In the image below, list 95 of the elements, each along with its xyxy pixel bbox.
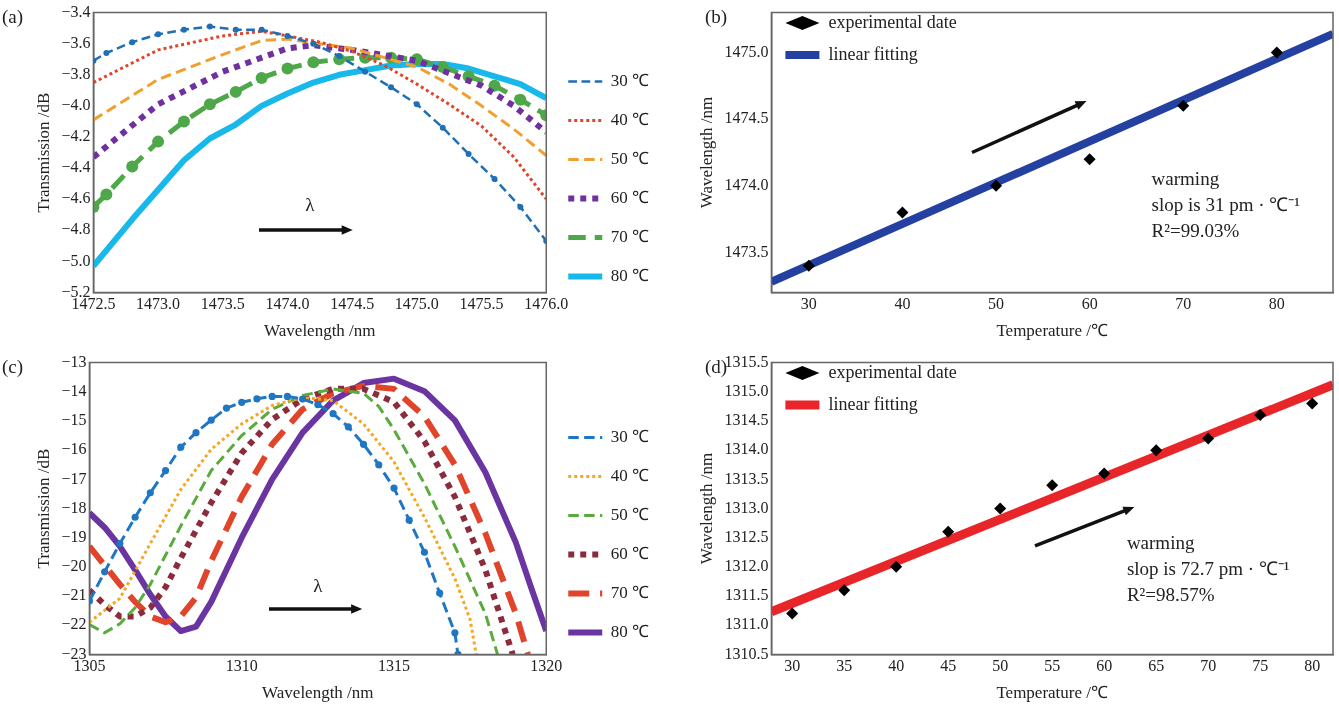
x-tick-label: 1473.0 — [136, 295, 181, 313]
y-tick-label: −3.8 — [61, 64, 91, 82]
y-tick-label: 1310.5 — [724, 644, 769, 662]
chart-title: (a) — [2, 6, 24, 28]
y-tick-label: −14 — [61, 381, 87, 399]
y-axis-title: Transmission /dB — [33, 448, 53, 569]
y-axis-title: Transmission /dB — [33, 92, 53, 213]
x-axis-title: Wavelength /nm — [264, 321, 376, 341]
legend-label: 40 ℃ — [610, 109, 649, 129]
x-axis-title: Temperature /℃ — [996, 683, 1109, 703]
legend-label: 50 ℃ — [610, 148, 649, 168]
x-tick-label: 40 — [894, 295, 911, 313]
legend-label: experimental date — [828, 11, 957, 32]
y-tick-label: −15 — [61, 411, 87, 429]
x-tick-label: 80 — [1304, 657, 1321, 675]
legend-label: 80 ℃ — [610, 265, 649, 285]
y-tick-label: 1473.5 — [724, 242, 769, 260]
x-tick-label: 75 — [1252, 657, 1269, 675]
x-tick-label: 60 — [1096, 657, 1113, 675]
legend-label: 30 ℃ — [610, 426, 649, 446]
annotation: R²=98.57% — [1126, 583, 1215, 605]
legend-label: 80 ℃ — [610, 621, 649, 641]
y-tick-label: −4.2 — [61, 127, 91, 145]
annotation: slop is 72.7 pm · ℃⁻¹ — [1126, 557, 1290, 579]
annotation: warming — [1126, 531, 1195, 553]
y-tick-label: −19 — [61, 527, 87, 545]
legend-label: 50 ℃ — [610, 504, 649, 524]
y-axis-title: Wavelength /nm — [696, 96, 716, 209]
legend-label: 60 ℃ — [610, 543, 649, 563]
legend-label: linear fitting — [828, 393, 918, 414]
x-tick-label: 70 — [1175, 295, 1192, 313]
annotation: λ — [305, 193, 316, 215]
x-tick-label: 65 — [1148, 657, 1165, 675]
x-tick-label: 1315 — [377, 657, 410, 675]
x-tick-label: 80 — [1268, 295, 1285, 313]
annotation: warming — [1151, 168, 1220, 190]
x-tick-label: 40 — [888, 657, 905, 675]
y-tick-label: 1312.5 — [724, 527, 769, 545]
y-tick-label: 1312.0 — [724, 557, 769, 575]
legend-label: 30 ℃ — [610, 70, 649, 90]
y-tick-label: −5.0 — [61, 251, 91, 269]
annotation: slop is 31 pm · ℃⁻¹ — [1151, 194, 1301, 216]
y-tick-label: −4.0 — [61, 96, 91, 114]
annotation: R²=99.03% — [1151, 220, 1240, 242]
y-tick-label: −16 — [61, 440, 87, 458]
legend-label: 70 ℃ — [610, 226, 649, 246]
y-tick-label: 1314.0 — [724, 440, 769, 458]
x-tick-label: 45 — [940, 657, 957, 675]
x-tick-label: 1475.5 — [459, 295, 504, 313]
x-tick-label: 1474.0 — [265, 295, 310, 313]
x-axis-title: Temperature /℃ — [996, 321, 1109, 341]
x-tick-label: 1475.0 — [394, 295, 439, 313]
y-tick-label: 1474.0 — [724, 176, 769, 194]
y-tick-label: −17 — [61, 469, 87, 487]
x-tick-label: 60 — [1081, 295, 1098, 313]
y-tick-label: 1311.5 — [724, 586, 769, 604]
legend-label: experimental date — [828, 361, 957, 382]
x-tick-label: 35 — [836, 657, 853, 675]
y-tick-label: −3.6 — [61, 33, 91, 51]
y-tick-label: −21 — [61, 586, 87, 604]
legend-label: 40 ℃ — [610, 465, 649, 485]
chart-title: (c) — [2, 356, 24, 378]
legend-label: linear fitting — [828, 43, 918, 64]
legend-label: 70 ℃ — [610, 582, 649, 602]
annotation: λ — [313, 575, 324, 597]
legend-label: 60 ℃ — [610, 187, 649, 207]
x-tick-label: 55 — [1044, 657, 1061, 675]
y-tick-label: 1474.5 — [724, 109, 769, 127]
chart-title: (b) — [705, 6, 728, 28]
x-tick-label: 1310 — [225, 657, 258, 675]
y-tick-label: −13 — [61, 352, 87, 370]
y-axis-title: Wavelength /nm — [696, 452, 716, 565]
x-tick-label: 50 — [992, 657, 1009, 675]
x-tick-label: 70 — [1200, 657, 1217, 675]
y-tick-label: 1314.5 — [724, 411, 769, 429]
x-tick-label: 1476.0 — [524, 295, 569, 313]
x-tick-label: 30 — [784, 657, 801, 675]
x-tick-label: 1473.5 — [200, 295, 245, 313]
y-tick-label: −4.4 — [61, 158, 91, 176]
y-tick-label: −4.8 — [61, 220, 91, 238]
y-tick-label: −22 — [61, 615, 87, 633]
y-tick-label: −18 — [61, 498, 87, 516]
x-tick-label: 1320 — [530, 657, 563, 675]
y-tick-label: −3.4 — [61, 2, 91, 20]
y-tick-label: 1313.5 — [724, 469, 769, 487]
x-axis-title: Wavelength /nm — [262, 683, 374, 703]
x-tick-label: 30 — [800, 295, 817, 313]
y-tick-label: −4.6 — [61, 189, 91, 207]
x-tick-label: 50 — [988, 295, 1005, 313]
y-tick-label: 1475.0 — [724, 42, 769, 60]
y-tick-label: 1311.0 — [724, 615, 769, 633]
y-tick-label: 1313.0 — [724, 498, 769, 516]
y-tick-label: −20 — [61, 557, 87, 575]
y-tick-label: 1315.0 — [724, 381, 769, 399]
x-tick-label: 1474.5 — [330, 295, 375, 313]
